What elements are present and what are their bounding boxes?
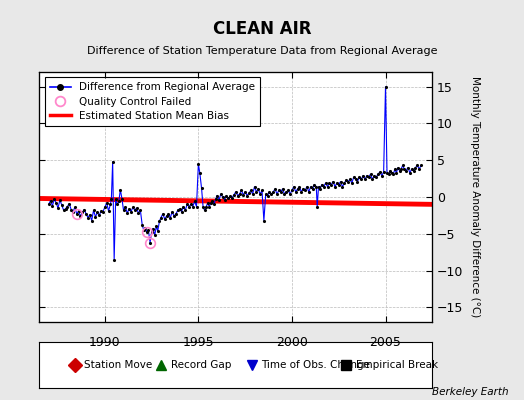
Text: Difference of Station Temperature Data from Regional Average: Difference of Station Temperature Data f… — [87, 46, 437, 56]
Text: Record Gap: Record Gap — [171, 360, 231, 370]
Legend: Difference from Regional Average, Quality Control Failed, Estimated Station Mean: Difference from Regional Average, Qualit… — [45, 77, 260, 126]
Text: Station Move: Station Move — [84, 360, 152, 370]
Text: Empirical Break: Empirical Break — [356, 360, 438, 370]
Text: 2000: 2000 — [276, 336, 308, 349]
Text: Time of Obs. Change: Time of Obs. Change — [261, 360, 370, 370]
Y-axis label: Monthly Temperature Anomaly Difference (°C): Monthly Temperature Anomaly Difference (… — [471, 76, 481, 318]
Text: CLEAN AIR: CLEAN AIR — [213, 20, 311, 38]
Text: Berkeley Earth: Berkeley Earth — [432, 387, 508, 397]
Text: 2005: 2005 — [369, 336, 401, 349]
Text: 1990: 1990 — [89, 336, 121, 349]
Text: 1995: 1995 — [182, 336, 214, 349]
